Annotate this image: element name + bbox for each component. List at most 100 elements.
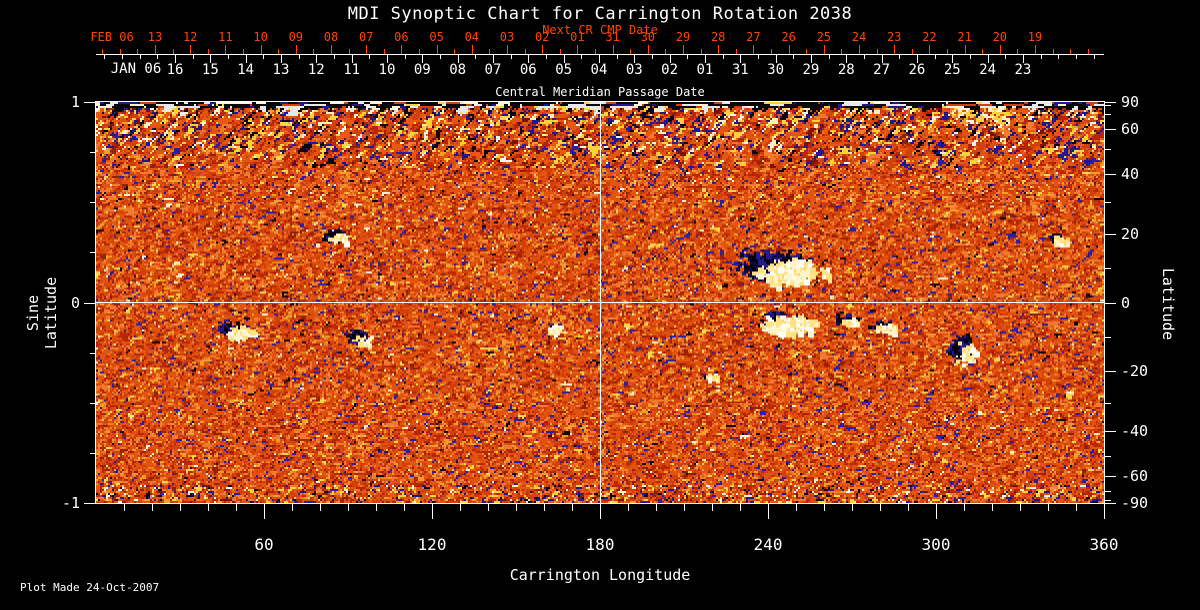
- longitude-tick: [348, 504, 349, 511]
- latitude-tick-label: -60: [1121, 467, 1149, 486]
- cmp-day-tick: [1040, 54, 1042, 59]
- cmp-day-tick: [104, 54, 106, 59]
- next-cr-day-tick: [929, 45, 931, 54]
- magnetogram-plot-area: [95, 101, 1105, 504]
- next-cr-day-tick: [982, 49, 984, 54]
- longitude-tick: [880, 504, 881, 511]
- latitude-tick-label: 20: [1121, 224, 1140, 243]
- latitude-minor-tick: [1105, 337, 1111, 339]
- latitude-major-tick: [1105, 503, 1116, 504]
- next-cr-day-tick: [771, 49, 772, 54]
- longitude-tick-label: 120: [417, 535, 447, 554]
- next-cr-month-label: FEB 06: [90, 30, 134, 44]
- left-axis-title: Sine Latitude: [24, 276, 60, 350]
- latitude-major-tick: [1105, 302, 1116, 304]
- next-cr-day-tick: [172, 49, 174, 54]
- latitude-major-tick: [1105, 173, 1116, 175]
- longitude-tick: [712, 504, 713, 511]
- next-cr-day-tick: [119, 49, 121, 54]
- cmp-day-tick: [493, 54, 494, 63]
- next-cr-day-tick: [577, 45, 579, 54]
- next-cr-day-tick: [331, 45, 332, 54]
- next-cr-day-label: 20: [992, 30, 1008, 44]
- cmp-day-tick: [422, 54, 424, 63]
- next-cr-day-tick: [524, 49, 526, 54]
- longitude-tick: [656, 504, 657, 511]
- cmp-day-tick: [1005, 54, 1007, 59]
- latitude-minor-tick: [1105, 500, 1111, 501]
- next-cr-day-label: 04: [464, 30, 480, 44]
- longitude-tick: [1076, 504, 1077, 511]
- cmp-day-label: 01: [696, 62, 714, 78]
- cmp-day-tick: [351, 54, 353, 63]
- next-cr-day-tick: [348, 49, 350, 54]
- next-cr-day-tick: [102, 49, 104, 54]
- cmp-day-tick: [899, 54, 901, 59]
- sine-latitude-minor-tick: [90, 402, 96, 404]
- next-cr-day-label: 25: [816, 30, 832, 44]
- next-cr-day-tick: [137, 49, 139, 54]
- cmp-day-label: 29: [802, 62, 820, 78]
- cmp-day-tick: [175, 54, 176, 63]
- longitude-tick-label: 180: [585, 535, 615, 554]
- cmp-day-label: 13: [272, 62, 290, 78]
- next-cr-day-tick: [823, 45, 825, 54]
- next-cr-day-tick: [155, 45, 156, 54]
- sine-latitude-minor-tick: [90, 202, 96, 204]
- next-cr-day-tick: [419, 49, 420, 54]
- longitude-tick: [292, 504, 293, 511]
- cmp-day-tick: [581, 54, 583, 59]
- next-cr-day-label: 10: [253, 30, 268, 44]
- cmp-day-tick: [510, 54, 512, 59]
- next-cr-day-label: 23: [886, 30, 902, 44]
- cmp-day-tick: [757, 54, 759, 59]
- next-cr-day-tick: [999, 45, 1001, 54]
- latitude-tick-label: 60: [1121, 119, 1140, 138]
- latitude-tick-label: 0: [1121, 293, 1131, 312]
- cmp-day-label: 30: [767, 62, 785, 78]
- next-cr-day-label: 08: [323, 30, 339, 44]
- next-cr-day-tick: [278, 49, 280, 54]
- cmp-day-tick: [704, 54, 706, 63]
- next-cr-day-tick: [1017, 49, 1019, 54]
- next-cr-day-tick: [595, 49, 596, 54]
- latitude-minor-tick: [1105, 490, 1111, 492]
- next-cr-day-tick: [1052, 49, 1054, 54]
- longitude-tick: [964, 504, 965, 511]
- next-cr-day-tick: [964, 45, 966, 54]
- cmp-day-tick: [652, 54, 653, 59]
- longitude-tick: [516, 504, 517, 511]
- latitude-major-tick: [1105, 431, 1116, 433]
- latitude-minor-tick: [1105, 148, 1111, 150]
- latitude-tick-label: 90: [1121, 93, 1140, 111]
- sine-latitude-minor-tick: [90, 152, 96, 154]
- next-cr-day-label: 31: [605, 30, 620, 44]
- longitude-tick: [264, 504, 265, 519]
- next-cr-day-tick: [612, 45, 614, 54]
- next-cr-day-label: 22: [922, 30, 937, 44]
- cmp-day-tick: [563, 54, 565, 63]
- next-cr-day-label: 13: [147, 30, 163, 44]
- cmp-day-tick: [846, 54, 848, 63]
- cmp-day-label: 06: [519, 62, 537, 78]
- next-cr-day-label: 06: [394, 30, 409, 44]
- sine-latitude-minor-tick: [90, 352, 96, 354]
- next-cr-day-label: 30: [640, 30, 656, 44]
- cmp-day-tick: [192, 54, 194, 59]
- latitude-major-tick: [1105, 371, 1116, 373]
- longitude-tick: [124, 504, 125, 511]
- latitude-tick-label: -20: [1121, 362, 1149, 381]
- next-cr-day-tick: [471, 45, 473, 54]
- sine-latitude-major-tick: [84, 302, 96, 304]
- sine-latitude-tick-label: -1: [61, 494, 80, 512]
- next-cr-day-tick: [225, 45, 227, 54]
- sine-latitude-minor-tick: [90, 252, 96, 254]
- longitude-tick: [152, 504, 153, 511]
- cmp-day-tick: [687, 54, 689, 59]
- cmp-day-tick: [546, 54, 547, 59]
- cmp-day-tick: [210, 54, 212, 63]
- sine-latitude-major-tick: [84, 503, 96, 504]
- next-cr-day-tick: [735, 49, 737, 54]
- cmp-day-tick: [440, 54, 441, 59]
- next-cr-day-label: 11: [218, 30, 233, 44]
